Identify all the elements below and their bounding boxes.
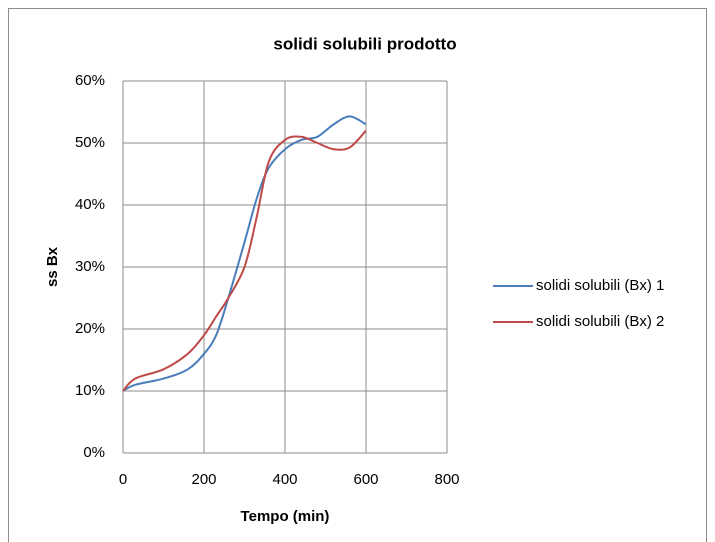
- y-tick-label: 50%: [75, 134, 105, 151]
- x-tick-label: 800: [434, 471, 459, 488]
- y-axis-title: ss Bx: [44, 246, 61, 287]
- y-tick-label: 40%: [75, 196, 105, 213]
- chart-title: solidi solubili prodotto: [273, 34, 456, 53]
- x-axis-title: Tempo (min): [241, 508, 330, 525]
- chart-border: [8, 8, 707, 542]
- y-tick-label: 30%: [75, 258, 105, 275]
- x-tick-label: 0: [119, 471, 127, 488]
- y-tick-label: 10%: [75, 382, 105, 399]
- y-tick-label: 20%: [75, 320, 105, 337]
- series-line: [122, 129, 367, 392]
- y-tick-label: 0%: [83, 444, 105, 461]
- x-tick-label: 600: [353, 471, 378, 488]
- legend-label: solidi solubili (Bx) 2: [536, 313, 664, 330]
- legend-label: solidi solubili (Bx) 1: [536, 277, 664, 294]
- y-tick-label: 60%: [75, 72, 105, 89]
- x-tick-label: 200: [191, 471, 216, 488]
- series-line: [122, 115, 367, 392]
- x-tick-label: 400: [272, 471, 297, 488]
